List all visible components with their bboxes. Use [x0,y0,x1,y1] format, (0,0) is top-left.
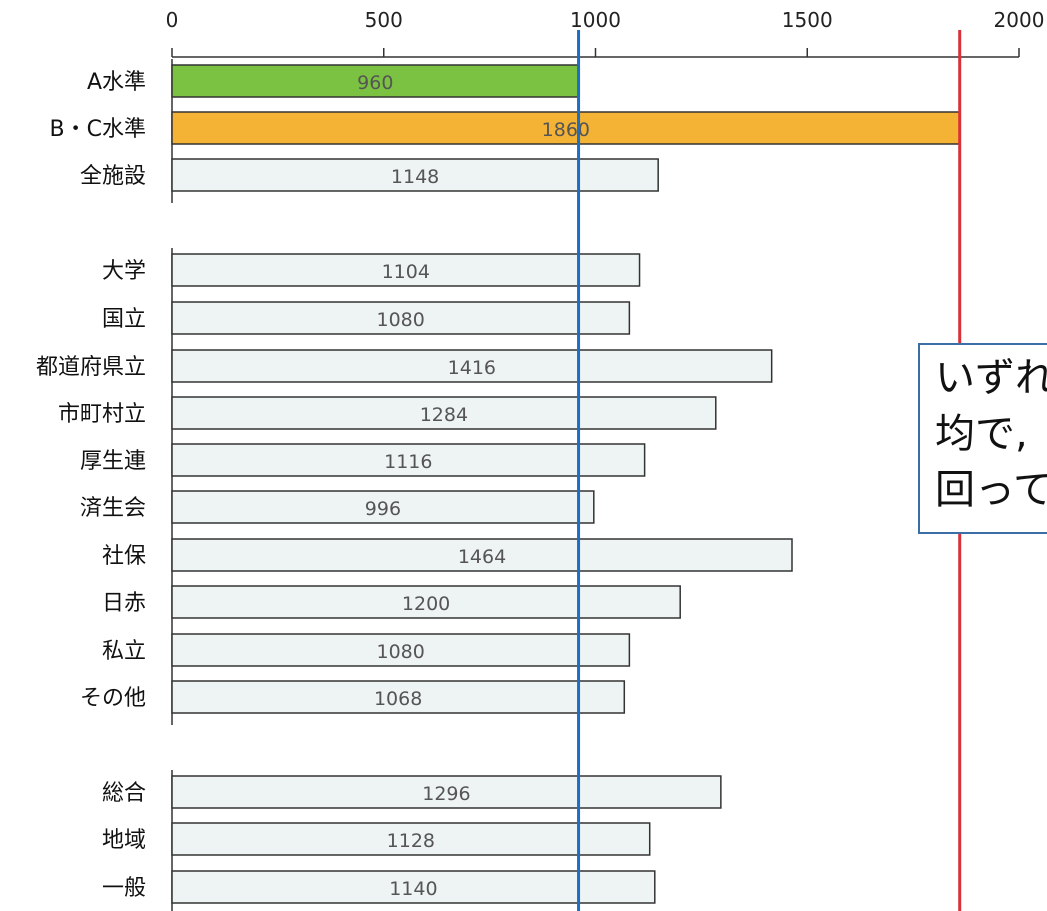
x-tick-label: 500 [365,8,403,32]
bar [171,822,651,856]
value-label: 1296 [422,783,470,805]
bar [171,775,722,809]
category-label: 済生会 [80,496,146,521]
value-label: 1148 [391,166,439,188]
value-label: 1464 [458,546,506,568]
value-label: 1116 [384,451,432,473]
category-label: 市町村立 [58,402,146,427]
bar [171,396,717,430]
category-label: 厚生連 [80,449,146,474]
category-label: その他 [80,686,146,711]
value-label: 1860 [542,119,590,141]
category-label: 日赤 [102,591,146,616]
x-tick-label: 2000 [994,8,1045,32]
annotation-line: 回って [935,467,1047,513]
bar [171,680,626,714]
category-label: 全施設 [80,164,146,189]
category-label: A水準 [87,70,146,95]
bar [171,253,641,287]
value-label: 960 [357,72,393,94]
annotation-text: いずれ均で, 回って [935,350,1047,518]
category-label: 都道府県立 [36,355,146,380]
category-label: 地域 [102,828,146,853]
x-tick-label: 1500 [782,8,833,32]
bar [171,538,793,572]
category-label: 社保 [102,544,146,569]
category-label: 大学 [102,259,146,284]
bar [171,349,773,383]
value-label: 1080 [377,641,425,663]
category-label: 国立 [102,307,146,332]
value-label: 1284 [420,404,468,426]
value-label: 1128 [387,830,435,852]
annotation-line: 均で, [935,411,1028,457]
bar [171,870,656,904]
category-label: 私立 [102,639,146,664]
value-label: 1416 [448,357,496,379]
category-label: 総合 [102,781,146,806]
annotation-box [918,343,1047,534]
bar [171,490,595,524]
value-label: 1104 [382,261,430,283]
category-label: B・C水準 [50,117,146,142]
value-label: 1080 [377,309,425,331]
category-label: 一般 [102,876,146,901]
value-label: 1200 [402,593,450,615]
annotation-line: いずれ [935,355,1047,401]
bar [171,585,681,619]
value-label: 996 [365,498,401,520]
bar [171,111,961,145]
bar [171,443,646,477]
value-label: 1068 [374,688,422,710]
x-tick-label: 0 [166,8,179,32]
value-label: 1140 [389,878,437,900]
bar [171,633,631,667]
x-tick-label: 1000 [570,8,621,32]
bar [171,301,631,335]
